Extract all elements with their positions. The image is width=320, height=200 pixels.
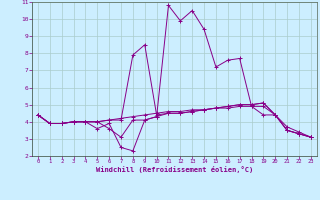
X-axis label: Windchill (Refroidissement éolien,°C): Windchill (Refroidissement éolien,°C) — [96, 166, 253, 173]
